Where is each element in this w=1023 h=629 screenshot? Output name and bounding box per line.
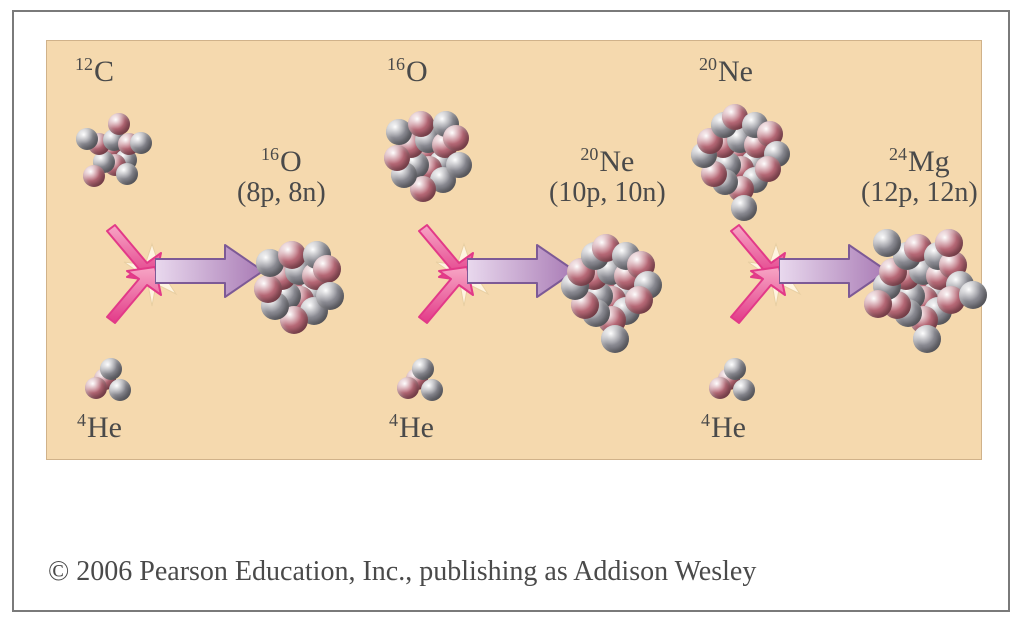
element-symbol: O [280, 145, 302, 178]
proton [83, 165, 105, 187]
mass-number: 20 [580, 144, 598, 164]
element-symbol: Mg [908, 145, 950, 178]
neutron [733, 379, 755, 401]
element-symbol: He [87, 411, 122, 444]
element-symbol: C [94, 55, 114, 88]
proton [864, 290, 892, 318]
collision-arrows [97, 219, 207, 329]
mass-number: 4 [701, 410, 710, 430]
top-reactant-label: 20Ne [699, 55, 753, 88]
mass-number: 4 [77, 410, 86, 430]
neutron [100, 358, 122, 380]
neutron [76, 128, 98, 150]
top-reactant-label: 12C [75, 55, 114, 88]
mass-number: 24 [889, 144, 907, 164]
collision-icon [97, 219, 207, 329]
bottom-reactant-label: 4He [389, 411, 434, 444]
element-symbol: Ne [599, 145, 634, 178]
element-symbol: He [711, 411, 746, 444]
mass-number: 4 [389, 410, 398, 430]
neutron [913, 325, 941, 353]
proton [755, 156, 781, 182]
product-label: 16O(8p, 8n) [237, 145, 326, 209]
mass-number: 16 [261, 144, 279, 164]
product-composition: (8p, 8n) [237, 178, 326, 209]
product-composition: (12p, 12n) [861, 178, 978, 209]
neutron [412, 358, 434, 380]
product-arrow-icon [467, 241, 577, 301]
neutron [959, 281, 987, 309]
proton [384, 145, 410, 171]
copyright-text: © 2006 Pearson Education, Inc., publishi… [48, 556, 756, 588]
element-symbol: O [406, 55, 428, 88]
proton [709, 377, 731, 399]
collision-arrows [409, 219, 519, 329]
proton [397, 377, 419, 399]
proton [625, 286, 653, 314]
neutron [724, 358, 746, 380]
proton [254, 275, 282, 303]
top-reactant-label: 16O [387, 55, 428, 88]
neutron [316, 282, 344, 310]
product-composition: (10p, 10n) [549, 178, 666, 209]
neutron [109, 379, 131, 401]
product-arrow-icon [155, 241, 265, 301]
bottom-reactant-label: 4He [77, 411, 122, 444]
mass-number: 20 [699, 54, 717, 74]
figure-frame: 12C 4He16O(8p, 8n)16O [12, 10, 1010, 612]
reaction-1: 12C 4He 16O(8p, 8n) [47, 41, 359, 459]
collision-arrows [721, 219, 831, 329]
output-arrow [467, 241, 577, 301]
proton [278, 241, 306, 269]
proton [85, 377, 107, 399]
neutron [116, 163, 138, 185]
mass-number: 16 [387, 54, 405, 74]
diagram-panel: 12C 4He16O(8p, 8n)16O [46, 40, 982, 460]
neutron [731, 195, 757, 221]
element-symbol: He [399, 411, 434, 444]
neutron [873, 229, 901, 257]
collision-icon [721, 219, 831, 329]
output-arrow [155, 241, 265, 301]
proton [108, 113, 130, 135]
neutron [446, 152, 472, 178]
product-label: 24Mg(12p, 12n) [861, 145, 978, 209]
collision-icon [409, 219, 519, 329]
element-symbol: Ne [718, 55, 753, 88]
proton [935, 229, 963, 257]
neutron [601, 325, 629, 353]
proton [408, 111, 434, 137]
proton [313, 255, 341, 283]
product-label: 20Ne(10p, 10n) [549, 145, 666, 209]
proton [443, 125, 469, 151]
reaction-2: 16O 4He 20Ne(10p, 10n) [359, 41, 671, 459]
neutron [130, 132, 152, 154]
neutron [421, 379, 443, 401]
reaction-3: 20Ne 4He 24Mg(12p, 12n) [671, 41, 983, 459]
bottom-reactant-label: 4He [701, 411, 746, 444]
mass-number: 12 [75, 54, 93, 74]
